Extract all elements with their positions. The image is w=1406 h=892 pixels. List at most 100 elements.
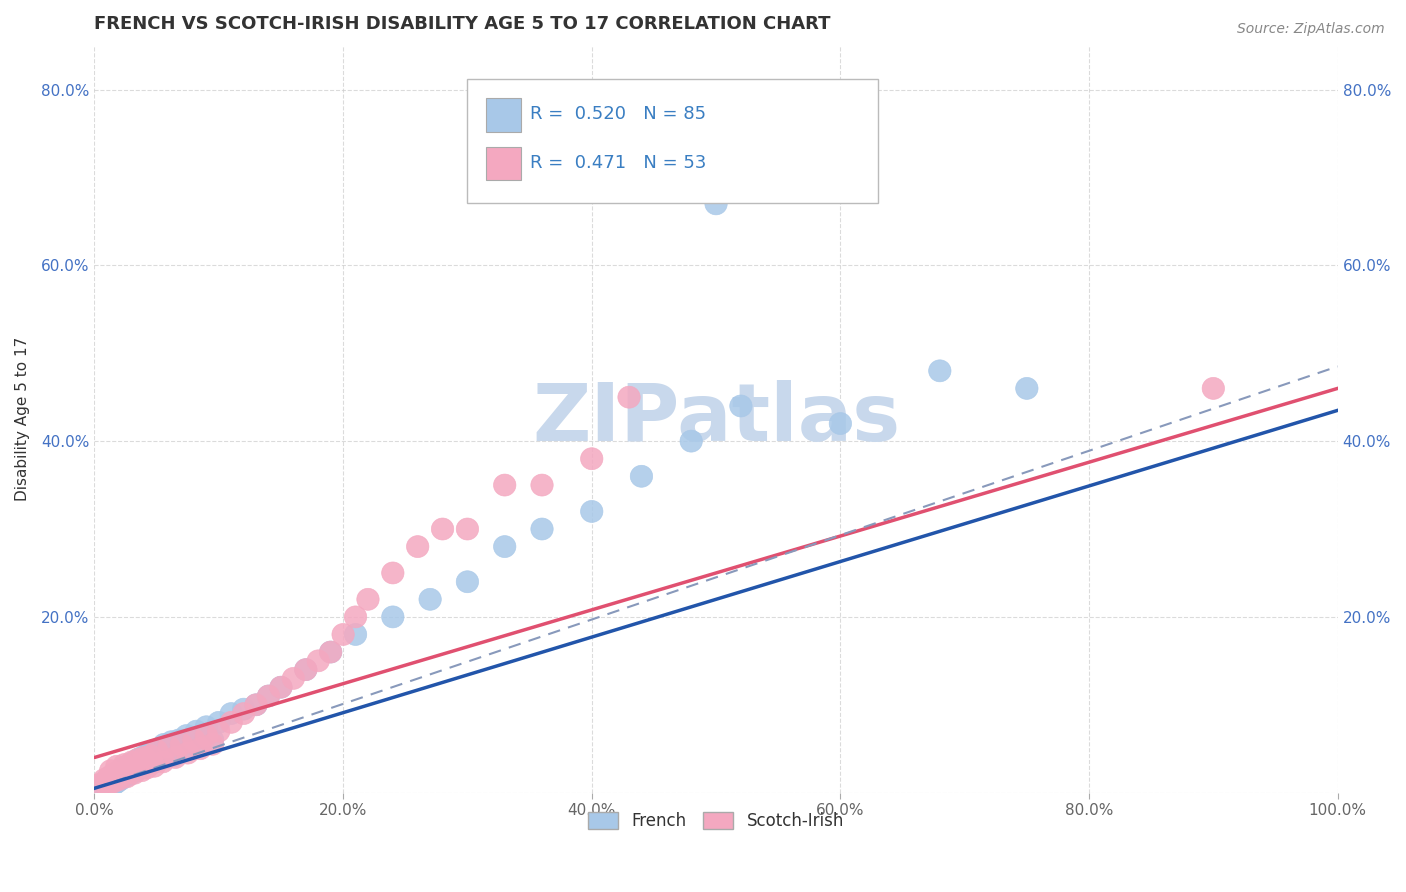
Ellipse shape — [127, 748, 149, 771]
Ellipse shape — [139, 754, 162, 775]
Ellipse shape — [100, 766, 122, 788]
Ellipse shape — [103, 763, 125, 784]
Ellipse shape — [124, 760, 146, 781]
Ellipse shape — [125, 756, 148, 777]
Ellipse shape — [704, 193, 727, 215]
Text: R =  0.520   N = 85: R = 0.520 N = 85 — [530, 105, 706, 123]
Ellipse shape — [319, 641, 342, 663]
Ellipse shape — [142, 739, 165, 762]
Ellipse shape — [129, 754, 152, 775]
Ellipse shape — [93, 769, 115, 790]
Ellipse shape — [157, 739, 180, 762]
Ellipse shape — [283, 667, 305, 690]
Ellipse shape — [183, 729, 205, 751]
Ellipse shape — [108, 769, 131, 790]
Ellipse shape — [630, 466, 652, 487]
Ellipse shape — [166, 736, 188, 758]
Ellipse shape — [245, 694, 267, 715]
Ellipse shape — [165, 747, 187, 769]
Ellipse shape — [111, 764, 134, 786]
Ellipse shape — [108, 760, 131, 781]
Ellipse shape — [135, 756, 157, 777]
Ellipse shape — [257, 685, 280, 707]
Ellipse shape — [105, 756, 128, 777]
Ellipse shape — [135, 757, 157, 779]
Ellipse shape — [121, 763, 143, 784]
Ellipse shape — [830, 413, 852, 434]
Legend: French, Scotch-Irish: French, Scotch-Irish — [582, 805, 851, 837]
Ellipse shape — [131, 760, 153, 781]
Ellipse shape — [170, 733, 193, 756]
Ellipse shape — [232, 703, 254, 724]
Ellipse shape — [141, 747, 163, 769]
Ellipse shape — [344, 606, 367, 628]
Ellipse shape — [195, 715, 218, 738]
Ellipse shape — [122, 757, 145, 779]
Ellipse shape — [114, 763, 136, 784]
Ellipse shape — [257, 685, 280, 707]
Ellipse shape — [531, 518, 553, 540]
Ellipse shape — [357, 589, 380, 610]
Ellipse shape — [456, 571, 478, 592]
Ellipse shape — [131, 747, 153, 769]
Ellipse shape — [681, 430, 703, 452]
Ellipse shape — [136, 748, 159, 771]
Ellipse shape — [145, 745, 167, 767]
Ellipse shape — [176, 724, 198, 747]
Ellipse shape — [112, 754, 135, 775]
Ellipse shape — [167, 729, 190, 751]
Ellipse shape — [295, 658, 316, 681]
Ellipse shape — [344, 624, 367, 646]
Y-axis label: Disability Age 5 to 17: Disability Age 5 to 17 — [15, 337, 30, 501]
Ellipse shape — [103, 772, 125, 795]
Ellipse shape — [730, 395, 752, 417]
Ellipse shape — [177, 736, 200, 758]
Ellipse shape — [177, 742, 198, 764]
Ellipse shape — [93, 775, 115, 797]
Ellipse shape — [112, 766, 135, 788]
Ellipse shape — [201, 733, 224, 756]
Ellipse shape — [456, 518, 478, 540]
Ellipse shape — [124, 751, 145, 772]
Ellipse shape — [195, 724, 218, 747]
Ellipse shape — [419, 589, 441, 610]
Ellipse shape — [96, 771, 118, 793]
FancyBboxPatch shape — [486, 98, 520, 132]
Text: FRENCH VS SCOTCH-IRISH DISABILITY AGE 5 TO 17 CORRELATION CHART: FRENCH VS SCOTCH-IRISH DISABILITY AGE 5 … — [94, 15, 831, 33]
Ellipse shape — [134, 747, 156, 769]
Ellipse shape — [332, 624, 354, 646]
Ellipse shape — [617, 386, 640, 409]
Ellipse shape — [110, 769, 132, 790]
Ellipse shape — [134, 751, 156, 772]
Ellipse shape — [270, 676, 292, 698]
Ellipse shape — [96, 774, 118, 797]
Ellipse shape — [138, 742, 160, 764]
Ellipse shape — [101, 771, 124, 793]
Ellipse shape — [121, 751, 143, 772]
Ellipse shape — [381, 606, 404, 628]
Ellipse shape — [105, 771, 128, 793]
Ellipse shape — [153, 733, 176, 756]
Ellipse shape — [115, 756, 138, 777]
Ellipse shape — [152, 751, 174, 772]
Ellipse shape — [319, 641, 342, 663]
Text: Source: ZipAtlas.com: Source: ZipAtlas.com — [1237, 22, 1385, 37]
Ellipse shape — [531, 474, 553, 496]
Ellipse shape — [494, 474, 516, 496]
Ellipse shape — [118, 757, 141, 779]
Ellipse shape — [143, 751, 166, 772]
Ellipse shape — [201, 729, 224, 751]
Ellipse shape — [98, 774, 121, 797]
Ellipse shape — [117, 764, 139, 786]
Ellipse shape — [163, 745, 186, 767]
Ellipse shape — [104, 768, 127, 789]
Ellipse shape — [170, 739, 193, 762]
Ellipse shape — [143, 756, 166, 777]
Ellipse shape — [134, 745, 156, 767]
Ellipse shape — [107, 766, 129, 788]
Ellipse shape — [232, 698, 254, 720]
Ellipse shape — [494, 535, 516, 558]
Ellipse shape — [127, 748, 149, 771]
Ellipse shape — [139, 745, 162, 767]
Ellipse shape — [90, 777, 112, 799]
